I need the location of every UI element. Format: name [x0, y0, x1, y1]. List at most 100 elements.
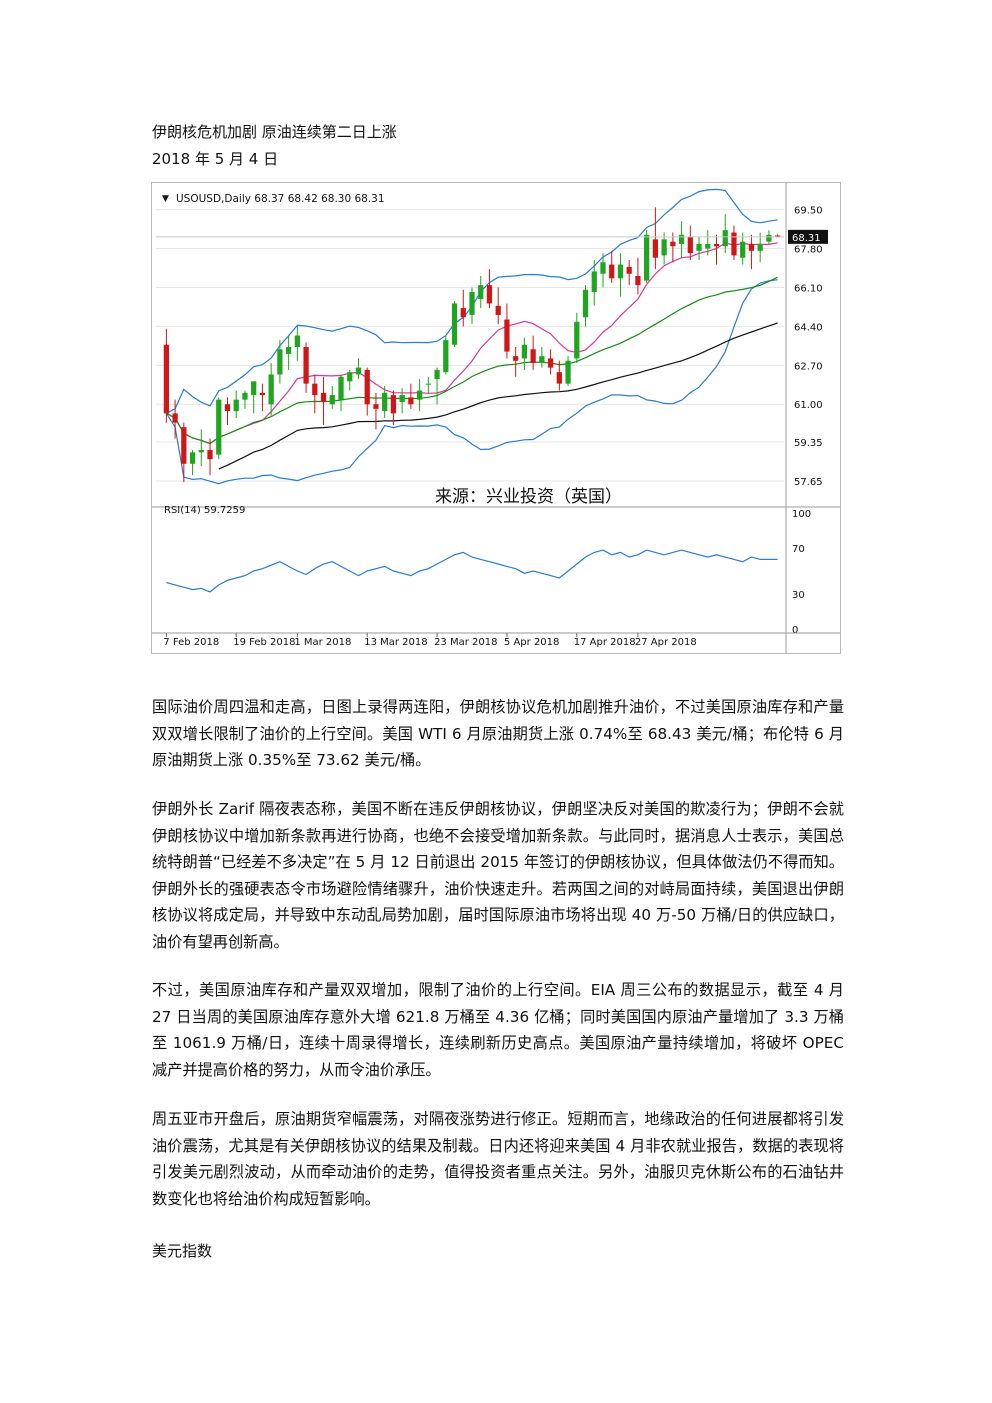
x-tick-label: 17 Apr 2018 [574, 637, 636, 648]
rsi-tick-label: 0 [792, 625, 798, 636]
candle-body [408, 397, 414, 405]
candle-body [591, 271, 597, 293]
candle-body [163, 344, 169, 414]
rsi-tick-label: 100 [792, 509, 811, 520]
candle-body [207, 450, 213, 460]
candle-body [600, 262, 606, 274]
candle-body [626, 266, 632, 274]
candle-body [469, 292, 475, 315]
candle-body [696, 243, 702, 251]
ma-mid-line [166, 276, 778, 445]
paragraph: 不过，美国原油库存和产量双双增加，限制了油价的上行空间。EIA 周三公布的数据显… [152, 981, 844, 1079]
candle-body [521, 344, 528, 359]
candle-body [617, 264, 624, 279]
paragraph: 国际油价周四温和走高，日图上录得两连阳，伊朗核协议危机加剧推升油价，不过美国原油… [152, 698, 844, 769]
candle-body [495, 305, 501, 315]
last-price-label: 68.31 [792, 233, 821, 244]
ma-slow-line [218, 322, 778, 470]
next-section-title: 美元指数 [152, 1242, 213, 1260]
chart-watermark: 来源：兴业投资（英国） [435, 487, 622, 507]
candle-body [504, 319, 510, 352]
x-tick-label: 7 Feb 2018 [163, 637, 219, 648]
price-tick-label: 66.10 [794, 283, 823, 294]
candle-body [320, 392, 327, 402]
bollinger-lower-line [165, 279, 778, 485]
candle-body [740, 241, 746, 258]
candle-body [268, 374, 274, 405]
last-price-tag [788, 229, 828, 244]
candle-body [451, 303, 458, 345]
candle-body [687, 237, 693, 254]
candle-body [460, 308, 466, 318]
price-tick-label: 64.40 [794, 322, 823, 333]
candle-body [425, 383, 431, 385]
candle-body [198, 450, 204, 453]
candle-body [766, 234, 772, 242]
candle-body [294, 335, 300, 347]
paragraph: 周五亚市开盘后，原油期货窄幅震荡，对隔夜涨势进行修正。短期而言，地缘政治的任何进… [152, 1110, 844, 1208]
candle-body [775, 235, 781, 237]
candle-body [303, 347, 309, 384]
ma-fast-line [166, 242, 778, 445]
candle-body [172, 413, 178, 423]
candle-body [355, 367, 362, 375]
candle-body [547, 358, 554, 368]
chart-svg: 69.50 67.80 66.10 64.40 62.70 61.00 59.35 57.65… [152, 183, 840, 653]
candle-body [390, 395, 397, 414]
candle-body [644, 234, 650, 281]
x-tick-label: 5 Apr 2018 [504, 637, 559, 648]
candle-body [242, 392, 248, 400]
candle-body [539, 356, 545, 364]
candle-body [181, 427, 187, 464]
price-tick-label: 59.35 [794, 438, 823, 449]
price-tick-label: 62.70 [794, 361, 823, 372]
rsi-tick-label: 70 [792, 544, 805, 555]
candle-body [338, 376, 344, 400]
price-tick-label: 57.65 [794, 477, 823, 488]
triangle-down-icon[interactable]: ▼ [162, 194, 169, 204]
candle-body [312, 383, 318, 396]
candle-body [574, 321, 580, 359]
candle-body [556, 372, 562, 384]
candle-body [582, 289, 589, 318]
candle-body [722, 230, 728, 247]
candle-body [678, 234, 685, 244]
candle-body [731, 232, 737, 256]
candle-body [670, 241, 676, 247]
candle-body [251, 381, 257, 396]
x-tick-label: 1 Mar 2018 [294, 637, 351, 648]
price-tick-label: 61.00 [794, 400, 823, 411]
candle-body [233, 399, 239, 412]
candle-body [259, 392, 266, 396]
x-tick-label: 27 Apr 2018 [635, 637, 697, 648]
rsi-label: RSI(14) 59.7259 [164, 505, 245, 516]
x-tick-label: 19 Feb 2018 [233, 637, 295, 648]
candle-body [661, 239, 667, 256]
candle-body [565, 360, 571, 384]
candle-body [652, 239, 658, 258]
x-tick-label: 23 Mar 2018 [434, 637, 497, 648]
candle-body [713, 243, 720, 247]
paragraph: 伊朗外长 Zarif 隔夜表态称，美国不断在违反伊朗核协议，伊朗坚决反对美国的欺… [152, 800, 844, 951]
price-tick-label: 67.80 [794, 245, 823, 256]
candle-body [189, 452, 196, 464]
price-chart: 69.50 67.80 66.10 64.40 62.70 61.00 59.35 57.65… [151, 182, 841, 654]
candle-body [513, 356, 519, 361]
candle-body [399, 395, 405, 402]
candle-body [705, 243, 711, 249]
candle-body [347, 372, 353, 382]
candle-body [286, 347, 292, 354]
rsi-tick-label: 30 [792, 590, 805, 601]
candle-body [364, 369, 370, 405]
x-tick-label: 13 Mar 2018 [364, 637, 427, 648]
candle-body [277, 349, 283, 375]
candle-body [609, 264, 615, 279]
candle-body [329, 395, 335, 405]
price-tick-label: 69.50 [794, 206, 823, 217]
candle-body [486, 285, 493, 304]
candle-body [224, 404, 231, 412]
candle-body [757, 243, 763, 251]
article-date: 2018 年 5 月 4 日 [152, 150, 279, 168]
article-title: 伊朗核危机加剧 原油连续第二日上涨 [152, 123, 397, 141]
candle-body [635, 276, 641, 286]
